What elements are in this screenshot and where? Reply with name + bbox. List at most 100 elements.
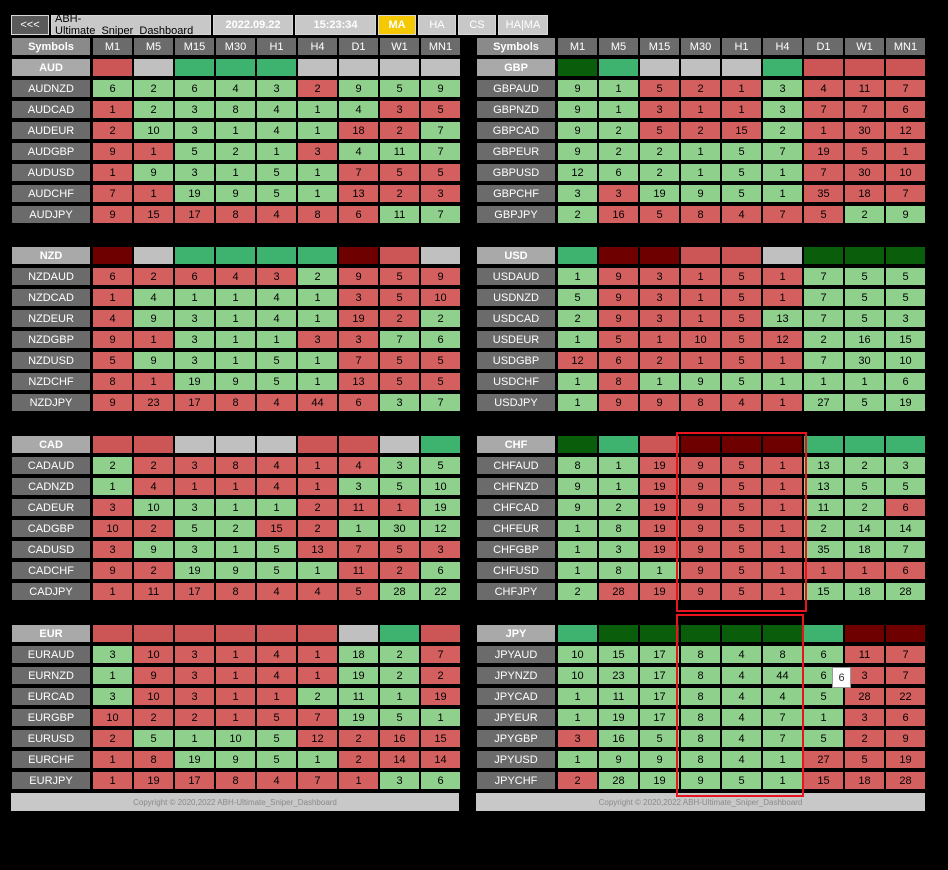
value-cell[interactable]: 5 <box>379 540 420 559</box>
value-cell[interactable]: 30 <box>844 121 885 140</box>
value-cell[interactable]: 2 <box>379 561 420 580</box>
pair-label-cadchf[interactable]: CADCHF <box>11 561 91 580</box>
value-cell[interactable]: 9 <box>557 498 598 517</box>
value-cell[interactable]: 11 <box>379 142 420 161</box>
value-cell[interactable]: 2 <box>215 142 256 161</box>
value-cell[interactable]: 5 <box>721 477 762 496</box>
value-cell[interactable]: 1 <box>762 372 803 391</box>
value-cell[interactable]: 1 <box>420 708 461 727</box>
value-cell[interactable]: 10 <box>92 708 133 727</box>
value-cell[interactable]: 1 <box>762 393 803 412</box>
value-cell[interactable]: 7 <box>803 288 844 307</box>
value-cell[interactable]: 1 <box>762 456 803 475</box>
value-cell[interactable]: 1 <box>557 330 598 349</box>
value-cell[interactable]: 10 <box>885 351 926 370</box>
pair-label-cadgbp[interactable]: CADGBP <box>11 519 91 538</box>
value-cell[interactable]: 2 <box>379 666 420 685</box>
value-cell[interactable]: 1 <box>557 519 598 538</box>
value-cell[interactable]: 2 <box>92 456 133 475</box>
value-cell[interactable]: 5 <box>721 163 762 182</box>
value-cell[interactable]: 1 <box>256 498 297 517</box>
value-cell[interactable]: 1 <box>174 477 215 496</box>
value-cell[interactable]: 1 <box>215 330 256 349</box>
value-cell[interactable]: 6 <box>420 330 461 349</box>
value-cell[interactable]: 9 <box>557 142 598 161</box>
pair-label-audnzd[interactable]: AUDNZD <box>11 79 91 98</box>
value-cell[interactable]: 8 <box>215 205 256 224</box>
value-cell[interactable]: 5 <box>420 456 461 475</box>
value-cell[interactable]: 7 <box>762 729 803 748</box>
value-cell[interactable]: 9 <box>639 750 680 769</box>
value-cell[interactable]: 1 <box>557 393 598 412</box>
value-cell[interactable]: 19 <box>639 540 680 559</box>
value-cell[interactable]: 1 <box>297 184 338 203</box>
value-cell[interactable]: 16 <box>844 330 885 349</box>
value-cell[interactable]: 8 <box>557 456 598 475</box>
value-cell[interactable]: 2 <box>639 142 680 161</box>
value-cell[interactable]: 10 <box>133 121 174 140</box>
value-cell[interactable]: 1 <box>256 330 297 349</box>
value-cell[interactable]: 8 <box>215 393 256 412</box>
value-cell[interactable]: 1 <box>174 729 215 748</box>
value-cell[interactable]: 8 <box>215 771 256 790</box>
value-cell[interactable]: 5 <box>639 79 680 98</box>
value-cell[interactable]: 14 <box>844 519 885 538</box>
value-cell[interactable]: 44 <box>762 666 803 685</box>
value-cell[interactable]: 7 <box>885 184 926 203</box>
value-cell[interactable]: 1 <box>762 477 803 496</box>
value-cell[interactable]: 1 <box>133 372 174 391</box>
pair-label-nzdusd[interactable]: NZDUSD <box>11 351 91 370</box>
value-cell[interactable]: 2 <box>133 456 174 475</box>
pair-label-euraud[interactable]: EURAUD <box>11 645 91 664</box>
value-cell[interactable]: 7 <box>420 142 461 161</box>
pair-label-chfnzd[interactable]: CHFNZD <box>476 477 556 496</box>
value-cell[interactable]: 2 <box>379 121 420 140</box>
value-cell[interactable]: 1 <box>215 540 256 559</box>
value-cell[interactable]: 9 <box>557 79 598 98</box>
value-cell[interactable]: 19 <box>639 519 680 538</box>
value-cell[interactable]: 19 <box>174 184 215 203</box>
value-cell[interactable]: 1 <box>762 267 803 286</box>
back-button[interactable]: <<< <box>11 15 49 35</box>
value-cell[interactable]: 7 <box>844 100 885 119</box>
value-cell[interactable]: 1 <box>379 498 420 517</box>
value-cell[interactable]: 3 <box>297 142 338 161</box>
value-cell[interactable]: 1 <box>680 267 721 286</box>
value-cell[interactable]: 6 <box>338 393 379 412</box>
pair-label-gbpusd[interactable]: GBPUSD <box>476 163 556 182</box>
value-cell[interactable]: 1 <box>215 708 256 727</box>
value-cell[interactable]: 8 <box>133 750 174 769</box>
value-cell[interactable]: 6 <box>598 351 639 370</box>
value-cell[interactable]: 11 <box>338 561 379 580</box>
value-cell[interactable]: 19 <box>338 309 379 328</box>
value-cell[interactable]: 2 <box>297 687 338 706</box>
value-cell[interactable]: 4 <box>762 687 803 706</box>
value-cell[interactable]: 3 <box>598 540 639 559</box>
value-cell[interactable]: 30 <box>844 351 885 370</box>
value-cell[interactable]: 9 <box>133 351 174 370</box>
value-cell[interactable]: 6 <box>174 267 215 286</box>
value-cell[interactable]: 4 <box>721 750 762 769</box>
value-cell[interactable]: 1 <box>803 372 844 391</box>
value-cell[interactable]: 3 <box>762 79 803 98</box>
value-cell[interactable]: 1 <box>557 750 598 769</box>
value-cell[interactable]: 19 <box>174 561 215 580</box>
value-cell[interactable]: 10 <box>885 163 926 182</box>
value-cell[interactable]: 9 <box>215 184 256 203</box>
value-cell[interactable]: 3 <box>174 666 215 685</box>
value-cell[interactable]: 22 <box>885 687 926 706</box>
value-cell[interactable]: 18 <box>338 121 379 140</box>
value-cell[interactable]: 19 <box>639 582 680 601</box>
value-cell[interactable]: 3 <box>639 288 680 307</box>
value-cell[interactable]: 14 <box>420 750 461 769</box>
value-cell[interactable]: 1 <box>256 687 297 706</box>
value-cell[interactable]: 10 <box>133 687 174 706</box>
value-cell[interactable]: 1 <box>639 330 680 349</box>
value-cell[interactable]: 5 <box>721 184 762 203</box>
value-cell[interactable]: 10 <box>557 666 598 685</box>
value-cell[interactable]: 6 <box>885 100 926 119</box>
pair-label-chfusd[interactable]: CHFUSD <box>476 561 556 580</box>
pair-label-cadusd[interactable]: CADUSD <box>11 540 91 559</box>
value-cell[interactable]: 1 <box>680 163 721 182</box>
value-cell[interactable]: 1 <box>297 163 338 182</box>
